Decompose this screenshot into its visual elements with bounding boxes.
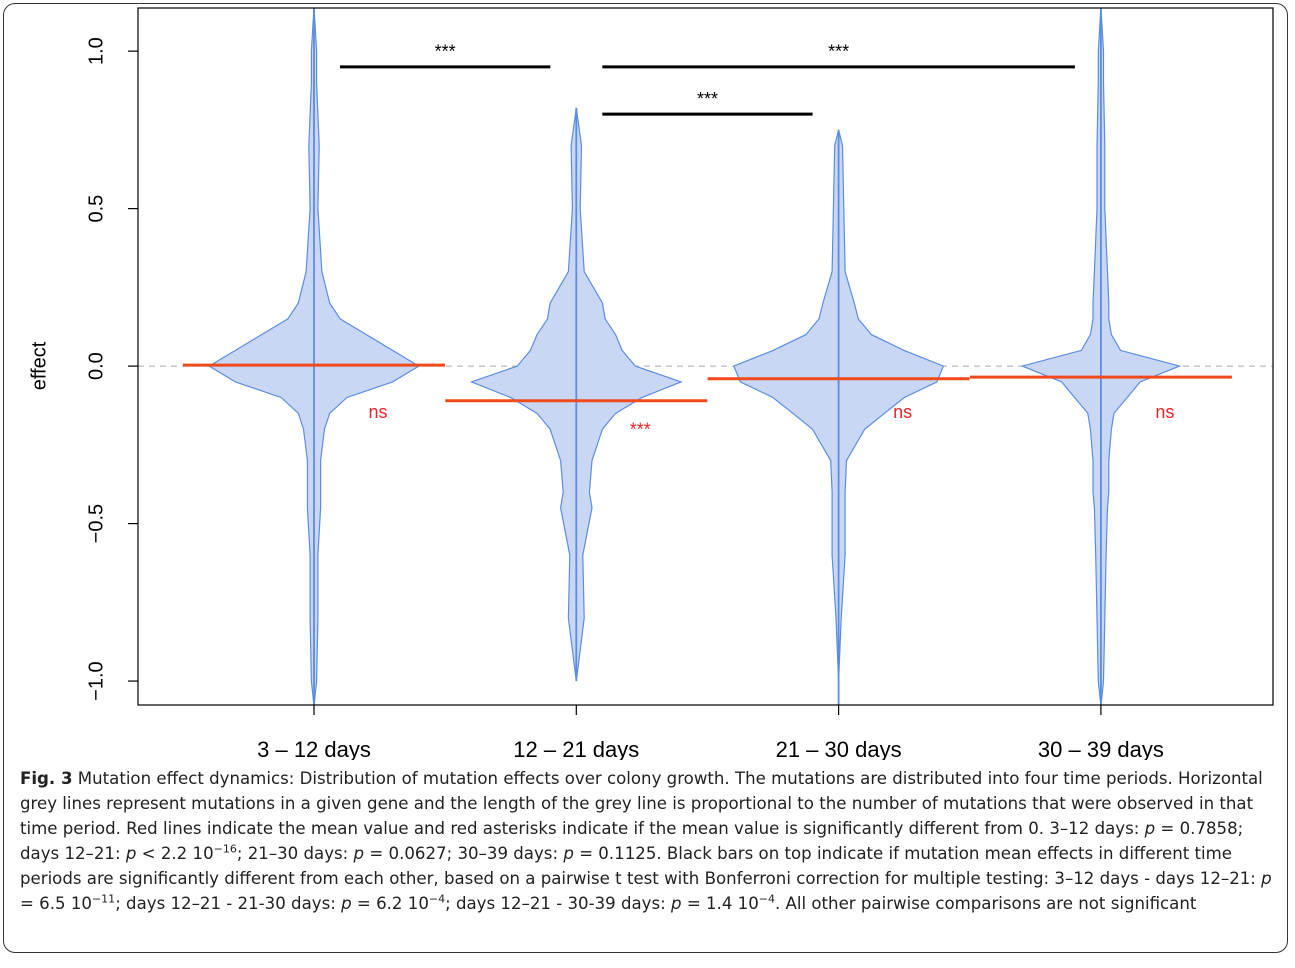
caption-p: p [1261,869,1272,888]
caption-p: p [1144,819,1156,838]
caption-text: ; days 12–21 - 21-30 days: [115,894,342,913]
caption-p: p [341,894,352,913]
caption: Fig. 3 Mutation effect dynamics: Distrib… [20,766,1278,916]
caption-text: = 6.5 10 [20,894,92,913]
y-tick-label: −0.5 [85,504,107,543]
significance-label: *** [630,420,651,440]
comparison-label: *** [828,42,849,62]
caption-p: p [671,894,682,913]
x-tick-label: 3 – 12 days [257,737,371,760]
x-tick-label: 12 – 21 days [513,737,639,760]
caption-text: = 0.0627; 30–39 days: [364,844,564,863]
significance-label: ns [893,402,912,422]
caption-text: = 0.7858; days 12–21: [20,819,1244,863]
significance-label: ns [368,402,387,422]
caption-text: = 6.2 10 [351,894,429,913]
significance-label: ns [1155,402,1174,422]
comparison-label: *** [697,89,718,109]
y-tick-label: −1.0 [85,661,107,700]
caption-p: p [353,844,365,863]
chart: effect ns *** ns ns *** *** *** −1.0 −0.5 0.0 0.5 1… [28,7,1274,760]
figure-border [3,3,1288,953]
caption-text: = 0.1125. Black bars on top indicate if … [20,844,1262,888]
comparison-label: *** [435,42,456,62]
plot-frame [137,7,1274,706]
y-axis-label: effect [28,341,50,390]
caption-exponent: −16 [213,842,237,856]
caption-p: p [125,844,137,863]
x-tick-label: 30 – 39 days [1038,737,1164,760]
caption-exponent: −11 [91,892,116,906]
caption-label: Fig. 3 [20,769,73,788]
y-tick-label: 0.0 [85,352,107,380]
caption-exponent: −4 [428,892,446,906]
plot-area [138,8,1273,705]
caption-text: ; 21–30 days: [236,844,354,863]
caption-text: < 2.2 10 [136,844,214,863]
caption-text: Mutation effect dynamics: Distribution o… [20,769,1263,838]
caption-text: ; days 12–21 - 30-39 days: [445,894,671,913]
caption-exponent: −4 [758,892,775,906]
y-tick-label: 1.0 [85,37,107,65]
caption-text: = 1.4 10 [681,894,759,913]
y-tick-label: 0.5 [85,195,107,223]
caption-p: p [563,844,574,863]
caption-text: . All other pairwise comparisons are not… [775,894,1197,913]
x-tick-label: 21 – 30 days [776,737,902,760]
